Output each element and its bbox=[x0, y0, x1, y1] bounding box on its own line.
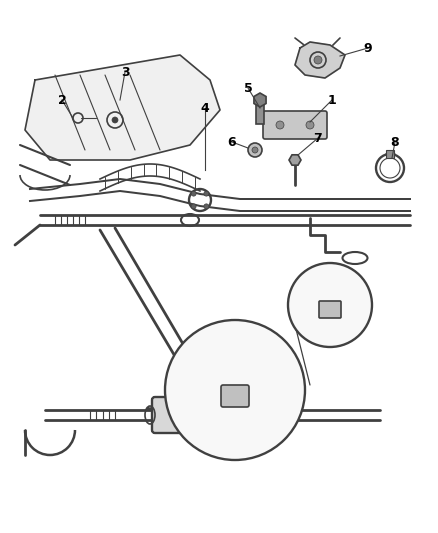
Circle shape bbox=[306, 121, 314, 129]
Polygon shape bbox=[295, 42, 345, 78]
Text: 2: 2 bbox=[58, 93, 67, 107]
FancyBboxPatch shape bbox=[263, 111, 327, 139]
Text: 7: 7 bbox=[314, 132, 322, 144]
Circle shape bbox=[252, 147, 258, 153]
Text: 9: 9 bbox=[364, 42, 372, 54]
Circle shape bbox=[146, 407, 151, 411]
FancyBboxPatch shape bbox=[152, 397, 238, 433]
Circle shape bbox=[248, 143, 262, 157]
Circle shape bbox=[237, 407, 240, 411]
Circle shape bbox=[240, 407, 244, 411]
Text: 1: 1 bbox=[328, 93, 336, 107]
Text: 3: 3 bbox=[121, 66, 129, 78]
Circle shape bbox=[204, 204, 209, 209]
Circle shape bbox=[314, 56, 322, 64]
FancyBboxPatch shape bbox=[386, 150, 394, 158]
FancyBboxPatch shape bbox=[256, 102, 264, 124]
Text: 8: 8 bbox=[391, 135, 399, 149]
Circle shape bbox=[288, 263, 372, 347]
Circle shape bbox=[204, 191, 209, 196]
Circle shape bbox=[112, 117, 118, 123]
Circle shape bbox=[165, 320, 305, 460]
Circle shape bbox=[191, 204, 196, 209]
FancyBboxPatch shape bbox=[319, 301, 341, 318]
Text: 5: 5 bbox=[244, 82, 252, 94]
Polygon shape bbox=[254, 93, 266, 107]
Circle shape bbox=[276, 121, 284, 129]
Circle shape bbox=[149, 407, 153, 411]
Polygon shape bbox=[289, 155, 301, 165]
Polygon shape bbox=[25, 55, 220, 160]
Text: 4: 4 bbox=[201, 101, 209, 115]
Text: 6: 6 bbox=[228, 135, 237, 149]
Circle shape bbox=[191, 191, 196, 196]
FancyBboxPatch shape bbox=[221, 385, 249, 407]
